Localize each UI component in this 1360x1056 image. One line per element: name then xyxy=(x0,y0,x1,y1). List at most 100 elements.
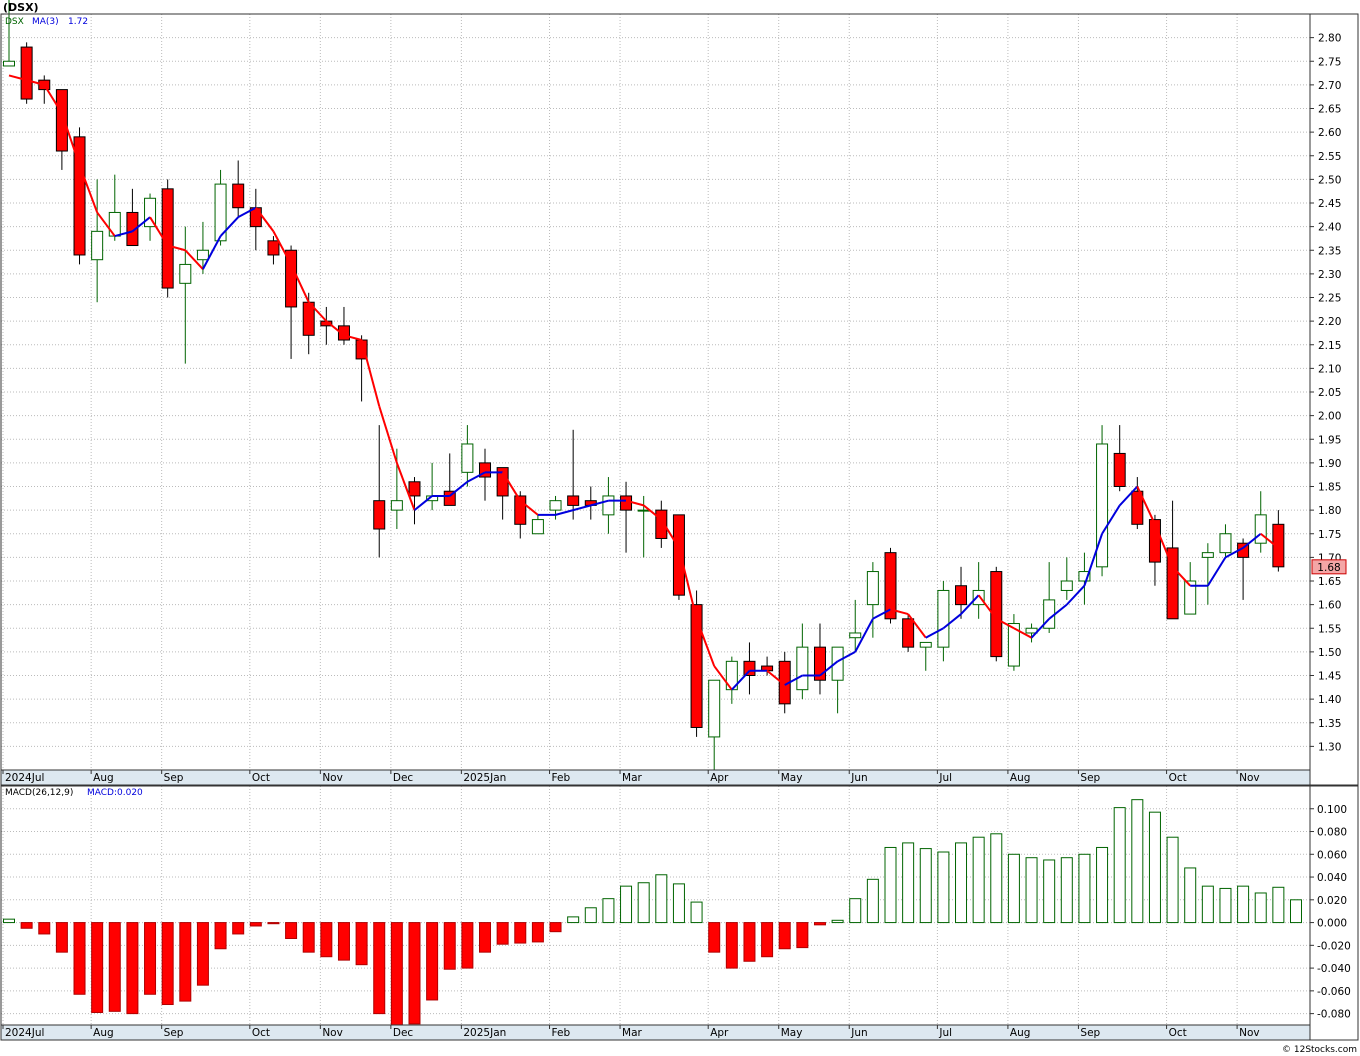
macd-y-tick-label: 0.000 xyxy=(1317,918,1347,930)
candle-body xyxy=(708,679,721,738)
price-y-tick-label: 2.55 xyxy=(1318,151,1341,163)
ma3-segment xyxy=(466,471,486,483)
ma3-segment xyxy=(149,216,169,247)
price-y-tick-label: 1.90 xyxy=(1318,458,1341,470)
price-y-tick-label: 2.65 xyxy=(1318,104,1341,116)
macd-bar xyxy=(813,922,826,926)
ma3-segment xyxy=(907,613,927,639)
ma3-segment xyxy=(114,230,133,238)
macd-bar xyxy=(655,874,668,924)
macd-x-tick-label: Mar xyxy=(622,1027,642,1039)
ma3-segment xyxy=(643,504,662,521)
macd-bar xyxy=(1219,887,1232,924)
price-y-tick-label: 2.50 xyxy=(1318,174,1341,186)
price-x-tick-label: May xyxy=(781,772,803,784)
macd-x-tick-label: Aug xyxy=(1010,1027,1031,1039)
ma3-segment xyxy=(272,230,292,265)
legend-ma-label: MA(3) xyxy=(32,17,59,27)
candle-body xyxy=(3,60,15,67)
macd-panel: -0.080 -0.060 -0.040 -0.020 0.000 0.020 0.040 0… xyxy=(0,785,1359,1041)
macd-bar xyxy=(549,922,562,933)
candle-body xyxy=(337,325,350,341)
candle-body xyxy=(443,490,456,506)
ma3-segment xyxy=(60,112,81,166)
price-y-tick-label: 2.10 xyxy=(1318,363,1341,375)
price-y-tick-label: 1.45 xyxy=(1318,671,1341,683)
macd-bar xyxy=(232,922,245,935)
macd-bar xyxy=(1166,836,1179,924)
price-x-tick-label: Apr xyxy=(710,772,729,784)
macd-bar xyxy=(1237,885,1250,924)
macd-bar xyxy=(955,842,968,924)
macd-x-tick-label: Feb xyxy=(552,1027,571,1039)
price-y-tick-label: 2.60 xyxy=(1318,127,1341,139)
macd-y-tick-label: -0.060 xyxy=(1317,986,1351,998)
ma3-segment xyxy=(43,84,63,114)
macd-legend-value: MACD:0.020 xyxy=(87,788,143,798)
price-x-axis xyxy=(0,769,1311,786)
ma3-segment xyxy=(1048,603,1068,620)
macd-bar xyxy=(990,833,1003,924)
ma3-segment xyxy=(131,216,151,233)
macd-bar xyxy=(1078,853,1091,924)
ma3-segment xyxy=(784,674,803,686)
price-y-tick-label: 2.45 xyxy=(1318,198,1341,210)
macd-bar xyxy=(972,836,985,924)
ma3-segment xyxy=(202,235,222,270)
candle-body xyxy=(884,552,897,620)
ma3-segment xyxy=(1260,532,1279,549)
ma3-segment xyxy=(555,509,574,516)
macd-x-tick-label: Apr xyxy=(710,1027,729,1039)
macd-bar xyxy=(443,922,456,970)
candle-body xyxy=(902,618,915,648)
candle-body xyxy=(1166,547,1179,620)
ma3-segment xyxy=(854,618,874,653)
ma3-segment xyxy=(695,618,716,667)
macd-bar xyxy=(919,848,932,924)
macd-bar xyxy=(373,922,386,1015)
ma3-segment xyxy=(307,301,328,322)
macd-bar xyxy=(20,922,33,929)
ma3-segment xyxy=(1118,485,1139,507)
ma3-segment xyxy=(942,613,962,630)
macd-bar xyxy=(161,922,174,1006)
price-y-tick-label: 1.30 xyxy=(1318,741,1341,753)
ma3-segment xyxy=(572,504,592,512)
ma3-segment xyxy=(8,74,27,82)
candle-body xyxy=(620,495,633,511)
macd-y-tick-label: 0.100 xyxy=(1317,804,1347,816)
macd-bar xyxy=(708,922,721,953)
candle-body xyxy=(126,211,139,247)
macd-bar xyxy=(937,851,950,924)
candle-body xyxy=(285,249,298,308)
price-y-tick-label: 1.95 xyxy=(1318,434,1341,446)
macd-bar xyxy=(479,922,492,953)
ma3-segment xyxy=(1154,523,1174,568)
price-y-tick-label: 1.35 xyxy=(1318,718,1341,730)
ma3-segment xyxy=(960,594,980,615)
candle-body xyxy=(179,263,192,284)
macd-bar xyxy=(249,922,262,927)
macd-bar xyxy=(408,922,421,1025)
macd-bar xyxy=(1184,867,1197,924)
price-x-tick-label: Mar xyxy=(622,772,642,784)
ma3-segment xyxy=(1224,547,1244,559)
price-x-tick-label: Aug xyxy=(93,772,114,784)
macd-bar xyxy=(1272,886,1285,924)
ma3-segment xyxy=(1013,627,1033,639)
macd-x-tick-label: Nov xyxy=(322,1027,343,1039)
macd-bar xyxy=(884,846,897,924)
candle-body xyxy=(1219,533,1232,554)
ma3-segment xyxy=(1242,532,1262,549)
macd-y-tick-label: 0.060 xyxy=(1317,849,1347,861)
candle-body xyxy=(91,230,104,261)
candle-body xyxy=(461,443,474,473)
candle-body xyxy=(955,585,968,606)
macd-bar xyxy=(690,901,703,924)
candle-body xyxy=(831,646,844,681)
macd-bar xyxy=(355,922,368,966)
macd-bar xyxy=(267,922,280,925)
macd-bar xyxy=(620,885,633,924)
macd-bar xyxy=(179,922,192,1002)
